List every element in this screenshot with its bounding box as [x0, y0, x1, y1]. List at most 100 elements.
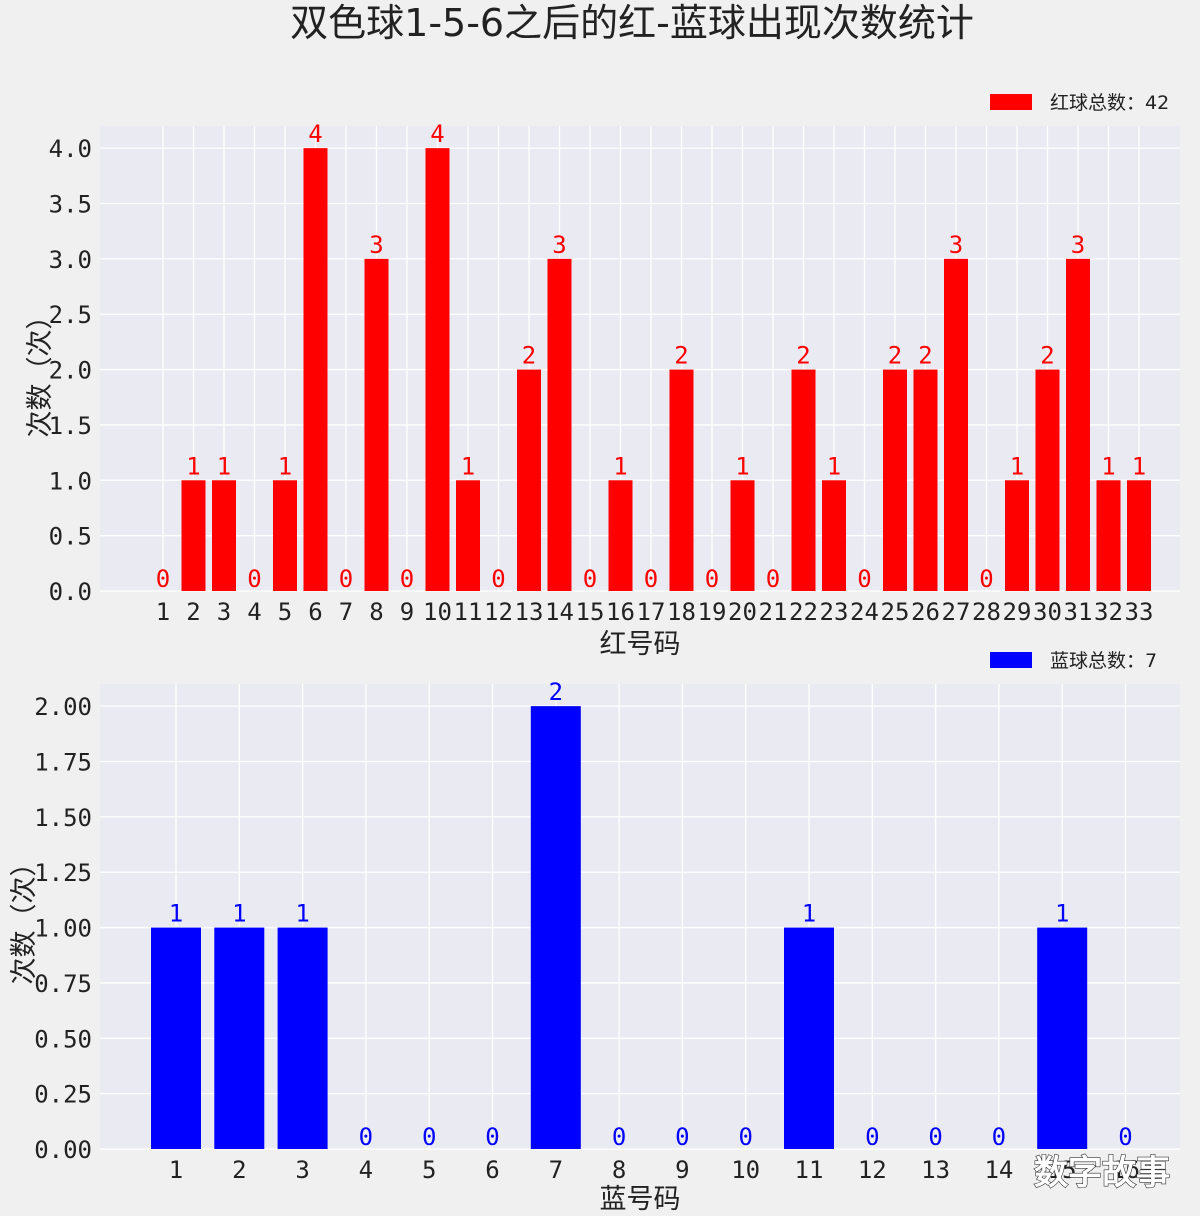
bar-value-label: 0	[422, 1123, 436, 1151]
x-tick-label: 8	[369, 598, 383, 626]
bar-value-label: 0	[675, 1123, 689, 1151]
x-tick-label: 3	[295, 1156, 309, 1184]
bar-value-label: 1	[1132, 452, 1146, 480]
x-tick-label: 23	[820, 598, 849, 626]
y-tick-label: 4.0	[49, 135, 92, 163]
bar-value-label: 0	[766, 565, 780, 593]
y-tick-label: 1.00	[34, 915, 92, 943]
bar-value-label: 2	[888, 342, 902, 370]
x-tick-label: 22	[789, 598, 818, 626]
y-axis-label: 次数（次）	[25, 303, 56, 438]
bar	[547, 258, 572, 591]
bar-value-label: 1	[1101, 452, 1115, 480]
x-tick-label: 9	[675, 1156, 689, 1184]
x-tick-label: 7	[339, 598, 353, 626]
bar-value-label: 0	[359, 1123, 373, 1151]
x-tick-label: 20	[728, 598, 757, 626]
x-tick-label: 21	[759, 598, 788, 626]
bar-value-label: 0	[491, 565, 505, 593]
bar	[669, 369, 694, 591]
bar	[1096, 480, 1121, 591]
x-tick-label: 33	[1125, 598, 1154, 626]
bar	[517, 369, 541, 591]
bar	[212, 480, 236, 591]
x-tick-label: 16	[1111, 1156, 1140, 1184]
bar-value-label: 3	[949, 231, 963, 259]
x-tick-label: 19	[698, 598, 727, 626]
bar-value-label: 2	[674, 342, 688, 370]
y-tick-label: 2.0	[49, 357, 92, 385]
bar-value-label: 1	[278, 452, 292, 480]
bar	[277, 927, 328, 1149]
red-ball-chart: 0.00.51.01.52.02.53.03.54.00112130415460…	[25, 92, 1180, 660]
bar-value-label: 2	[918, 342, 932, 370]
bar-value-label: 0	[865, 1123, 879, 1151]
y-tick-label: 1.5	[49, 412, 92, 440]
bar-value-label: 2	[549, 678, 563, 706]
bar	[456, 480, 480, 591]
bar-value-label: 1	[802, 900, 816, 928]
y-tick-label: 1.75	[34, 749, 92, 777]
bar-value-label: 1	[735, 452, 749, 480]
bar-value-label: 1	[1010, 452, 1024, 480]
x-tick-label: 6	[485, 1156, 499, 1184]
bar	[1066, 258, 1090, 591]
x-tick-label: 26	[911, 598, 940, 626]
bar	[608, 480, 633, 591]
y-tick-label: 3.0	[49, 246, 92, 274]
x-tick-label: 10	[423, 598, 452, 626]
bar-value-label: 3	[1071, 231, 1085, 259]
chart-title: 双色球1-5-6之后的红-蓝球出现次数统计	[290, 1, 974, 45]
x-tick-label: 7	[549, 1156, 563, 1184]
bar	[425, 148, 450, 591]
legend-swatch	[990, 94, 1032, 110]
x-tick-label: 31	[1064, 598, 1093, 626]
bar-value-label: 3	[552, 231, 566, 259]
bar-value-label: 0	[612, 1123, 626, 1151]
y-tick-label: 1.50	[34, 804, 92, 832]
bar-value-label: 0	[928, 1123, 942, 1151]
x-tick-label: 15	[1048, 1156, 1077, 1184]
bar-value-label: 3	[369, 231, 383, 259]
x-tick-label: 11	[454, 598, 483, 626]
bar-value-label: 1	[232, 900, 246, 928]
x-tick-label: 14	[984, 1156, 1013, 1184]
bar-value-label: 4	[308, 120, 322, 148]
x-tick-label: 11	[795, 1156, 824, 1184]
bar	[1005, 480, 1029, 591]
y-tick-label: 2.5	[49, 301, 92, 329]
bar-value-label: 1	[217, 452, 231, 480]
y-tick-label: 0.0	[49, 578, 92, 606]
x-tick-label: 3	[217, 598, 231, 626]
x-tick-label: 28	[972, 598, 1001, 626]
bar-value-label: 2	[796, 342, 810, 370]
bar	[883, 369, 907, 591]
x-axis-label: 蓝号码	[600, 1184, 681, 1215]
bar-value-label: 0	[738, 1123, 752, 1151]
bar	[791, 369, 816, 591]
x-tick-label: 1	[169, 1156, 183, 1184]
bar-value-label: 2	[522, 342, 536, 370]
x-tick-label: 27	[942, 598, 971, 626]
x-tick-label: 32	[1094, 598, 1123, 626]
x-tick-label: 17	[637, 598, 666, 626]
y-tick-label: 0.50	[34, 1025, 92, 1053]
x-tick-label: 4	[247, 598, 261, 626]
x-tick-label: 18	[667, 598, 696, 626]
y-tick-label: 0.00	[34, 1136, 92, 1164]
x-axis-label: 红号码	[600, 629, 681, 660]
legend-label: 红球总数：42	[1050, 92, 1169, 114]
bar-value-label: 0	[339, 565, 353, 593]
bar-value-label: 0	[992, 1123, 1006, 1151]
x-tick-label: 13	[515, 598, 544, 626]
bar-value-label: 0	[1118, 1123, 1132, 1151]
bar-value-label: 1	[1055, 900, 1069, 928]
bar-value-label: 1	[613, 452, 627, 480]
bar-value-label: 1	[461, 452, 475, 480]
x-tick-label: 25	[881, 598, 910, 626]
x-tick-label: 13	[921, 1156, 950, 1184]
y-tick-label: 1.0	[49, 467, 92, 495]
x-tick-label: 12	[858, 1156, 887, 1184]
x-tick-label: 12	[484, 598, 513, 626]
x-tick-label: 14	[545, 598, 574, 626]
